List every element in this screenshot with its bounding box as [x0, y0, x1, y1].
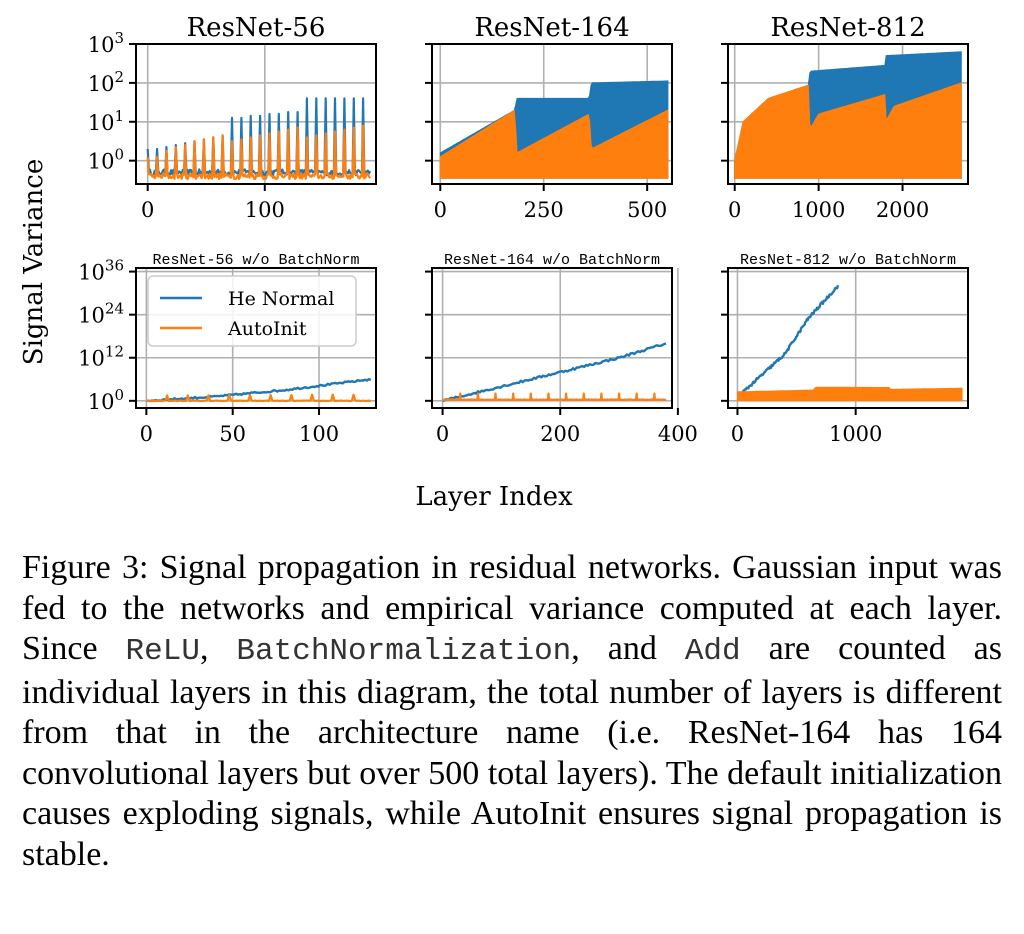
x-tick-label: 200: [540, 422, 580, 446]
x-tick-label: 50: [219, 422, 246, 446]
x-tick-label: 0: [140, 422, 153, 446]
panel-title: ResNet-164: [474, 13, 629, 43]
panel-2: 0 250 500 ResNet-164: [425, 13, 673, 222]
x-tick-label: 0: [434, 198, 447, 222]
y-axis-label: Signal Variance: [19, 159, 49, 365]
x-tick-label: 1000: [792, 198, 845, 222]
y-tick-label: 102: [88, 68, 124, 96]
series-group: [442, 342, 667, 402]
x-tick-label: 250: [524, 198, 564, 222]
plot-frame: [431, 43, 673, 185]
caption-sep-1: ,: [199, 630, 237, 667]
y-tick-label: 103: [88, 29, 124, 57]
x-tick-label: 0: [436, 422, 449, 446]
y-tick-label: 100: [88, 146, 124, 174]
panel-6: 0 1000 ResNet-812 w/o BatchNorm: [721, 252, 969, 446]
series-he-normal: [442, 342, 667, 402]
caption-code-batchnorm: BatchNormalization: [236, 634, 572, 669]
legend-label: AutoInit: [227, 318, 307, 340]
plot-frame: [135, 43, 377, 185]
panel-4: 0 50 100 100 1012 1024 1036 ResNet-56 w/o Batch…: [78, 252, 377, 446]
panel-title: ResNet-164 w/o BatchNorm: [444, 252, 660, 269]
x-axis-label: Layer Index: [415, 482, 573, 512]
x-tick-label: 500: [627, 198, 667, 222]
series-autoinit: [146, 124, 372, 181]
series-he-normal: [736, 284, 840, 399]
x-tick-label: 0: [731, 422, 744, 446]
figure-3-signal-variance-grid: Signal Variance Layer Index 0 100 100 101 10…: [19, 13, 969, 512]
caption-sep-2: , and: [571, 630, 685, 667]
plot-frame: [135, 267, 377, 409]
x-tick-label: 100: [245, 198, 285, 222]
panel-title: ResNet-56 w/o BatchNorm: [152, 252, 359, 269]
series-group: [146, 377, 372, 403]
x-tick-label: 400: [658, 422, 698, 446]
y-tick-label: 1012: [78, 343, 124, 371]
plot-frame: [727, 267, 969, 409]
panel-title: ResNet-56: [187, 13, 326, 43]
legend: He Normal AutoInit: [147, 275, 357, 347]
caption-code-add: Add: [684, 634, 741, 669]
panel-1: 0 100 100 101 102 103 ResNet-56: [88, 13, 377, 222]
y-tick-label: 101: [88, 107, 124, 135]
caption-text-2: are counted as individual layers in this…: [22, 630, 1003, 873]
x-tick-label: 100: [299, 422, 339, 446]
series-autoinit: [439, 109, 669, 179]
panel-3: 0 1000 2000 ResNet-812: [721, 13, 969, 222]
figure-caption: Figure 3: Signal propagation in residual…: [22, 548, 1002, 875]
caption-code-relu: ReLU: [125, 634, 200, 669]
series-autoinit: [737, 386, 963, 402]
series-autoinit: [146, 393, 372, 403]
y-tick-label: 1024: [78, 300, 124, 328]
y-tick-label: 100: [88, 386, 124, 414]
series-he-normal: [146, 377, 372, 403]
series-autoinit: [442, 392, 667, 402]
panel-5: 0 200 400 ResNet-164 w/o BatchNorm: [425, 252, 698, 446]
legend-label: He Normal: [228, 288, 334, 310]
series-group: [439, 80, 669, 179]
x-tick-label: 1000: [829, 422, 882, 446]
plot-frame: [431, 267, 673, 409]
panel-title: ResNet-812: [770, 13, 925, 43]
x-tick-label: 2000: [876, 198, 929, 222]
panel-title: ResNet-812 w/o BatchNorm: [740, 252, 956, 269]
x-tick-label: 0: [728, 198, 741, 222]
x-tick-label: 0: [141, 198, 154, 222]
series-autoinit: [734, 82, 962, 179]
series-group: [146, 97, 372, 181]
series-group: [736, 284, 963, 402]
plot-frame: [727, 43, 969, 185]
caption-text-1: Figure 3: Signal propagation in residual…: [22, 549, 1002, 667]
series-group: [734, 51, 962, 179]
y-tick-label: 1036: [78, 257, 124, 285]
